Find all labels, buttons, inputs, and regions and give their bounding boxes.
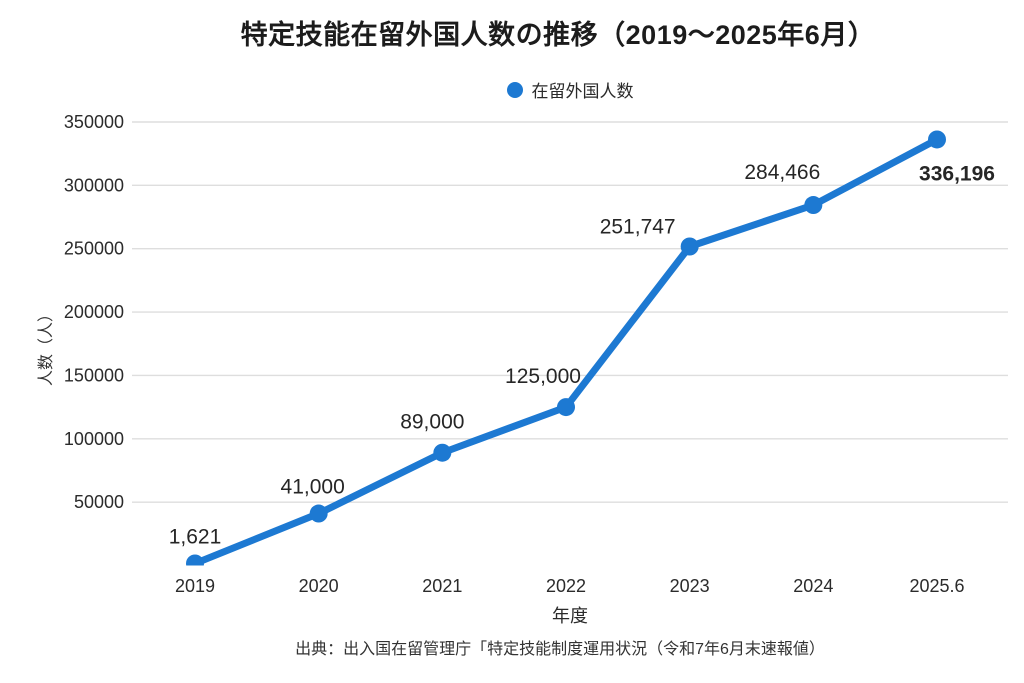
svg-text:300000: 300000	[64, 175, 124, 195]
svg-text:1,621: 1,621	[169, 525, 222, 548]
svg-text:2020: 2020	[299, 576, 339, 596]
y-axis-title: 人数（人）	[38, 305, 55, 387]
svg-text:89,000: 89,000	[400, 411, 464, 434]
svg-text:284,466: 284,466	[744, 161, 820, 184]
svg-text:100000: 100000	[64, 429, 124, 449]
svg-text:200000: 200000	[64, 302, 124, 322]
svg-text:2019: 2019	[175, 576, 215, 596]
chart-title: 特定技能在留外国人数の推移（2019～2025年6月）	[240, 20, 876, 50]
legend-series-dot-icon	[506, 81, 523, 98]
svg-text:250000: 250000	[64, 239, 124, 259]
svg-text:2025.6: 2025.6	[909, 576, 964, 596]
svg-text:350000: 350000	[64, 112, 124, 132]
svg-text:150000: 150000	[64, 365, 124, 385]
svg-text:2021: 2021	[422, 576, 462, 596]
svg-text:125,000: 125,000	[505, 365, 581, 388]
x-axis-title: 年度	[552, 606, 588, 626]
svg-text:2024: 2024	[793, 576, 833, 596]
svg-text:50000: 50000	[74, 492, 124, 512]
svg-text:251,747: 251,747	[600, 216, 676, 239]
source-note: 出典：出入国在留管理庁「特定技能制度運用状況（令和7年6月末速報値）	[295, 641, 825, 658]
legend-series-label: 在留外国人数	[531, 82, 634, 101]
svg-text:2022: 2022	[546, 576, 586, 596]
legend: 在留外国人数	[132, 77, 1008, 102]
svg-text:41,000: 41,000	[281, 476, 345, 499]
svg-text:336,196: 336,196	[919, 162, 995, 185]
svg-text:2023: 2023	[670, 576, 710, 596]
